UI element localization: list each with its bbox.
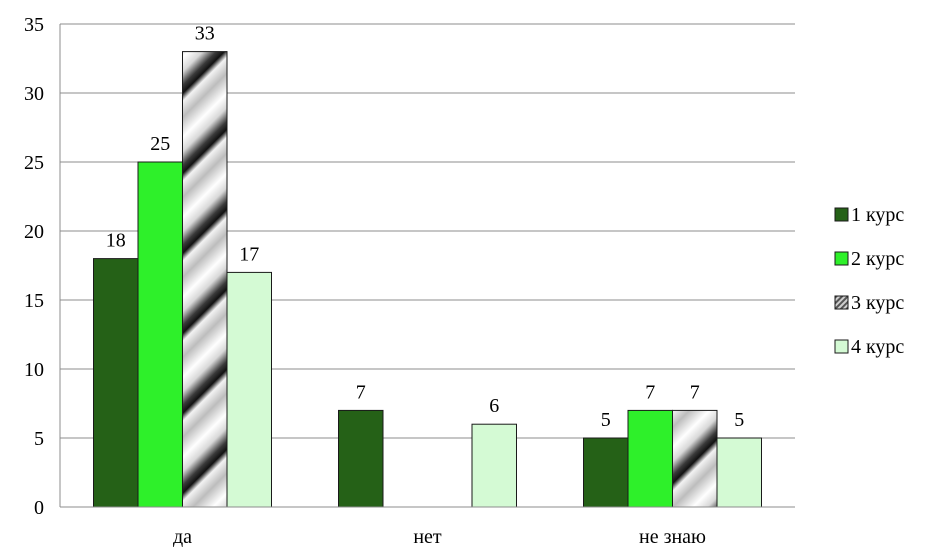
x-tick-label: нет (413, 526, 442, 548)
data-label: 5 (601, 409, 611, 431)
bar-1-0 (93, 258, 139, 508)
y-tick-label: 30 (24, 83, 44, 105)
bars (93, 51, 762, 508)
bar-4-1 (471, 423, 517, 508)
legend-swatch-2 (834, 251, 849, 266)
bar-1-2 (583, 437, 629, 508)
y-tick-label: 25 (24, 152, 44, 174)
data-label: 7 (690, 381, 700, 403)
data-label: 33 (195, 23, 215, 45)
y-tick-label: 15 (24, 290, 44, 312)
legend-swatch-3 (834, 295, 849, 310)
legend-label: 3 курс (851, 292, 904, 314)
legend-swatch-1 (834, 207, 849, 222)
data-label: 7 (645, 381, 655, 403)
x-tick-label: не знаю (639, 526, 706, 548)
data-label: 18 (106, 230, 126, 252)
bar-3-2 (672, 409, 718, 508)
x-axis: да нет не знаю (60, 506, 795, 548)
data-label: 7 (356, 381, 366, 403)
data-label: 5 (734, 409, 744, 431)
data-label: 25 (150, 133, 170, 155)
data-labels: 18 25 33 17 7 6 5 7 7 5 (106, 23, 745, 431)
y-tick-label: 20 (24, 221, 44, 243)
legend-label: 2 курс (851, 248, 904, 270)
x-tick-label: да (173, 526, 192, 548)
bar-2-0 (137, 161, 183, 508)
legend-label: 1 курс (851, 204, 904, 226)
legend-label: 4 курс (851, 336, 904, 358)
legend-swatch-4 (834, 339, 849, 354)
y-tick-label: 10 (24, 359, 44, 381)
y-axis: 0 5 10 15 20 25 30 35 (24, 14, 61, 519)
bar-4-2 (716, 437, 762, 508)
bar-2-2 (627, 409, 673, 508)
y-tick-label: 35 (24, 14, 44, 36)
y-tick-label: 5 (34, 428, 44, 450)
legend: 1 курс 2 курс 3 курс 4 курс (834, 204, 904, 358)
data-label: 6 (489, 395, 499, 417)
y-tick-label: 0 (34, 497, 44, 519)
bar-4-0 (226, 271, 272, 508)
bar-3-0 (182, 51, 228, 508)
data-label: 17 (239, 243, 259, 265)
bar-1-1 (338, 409, 384, 508)
